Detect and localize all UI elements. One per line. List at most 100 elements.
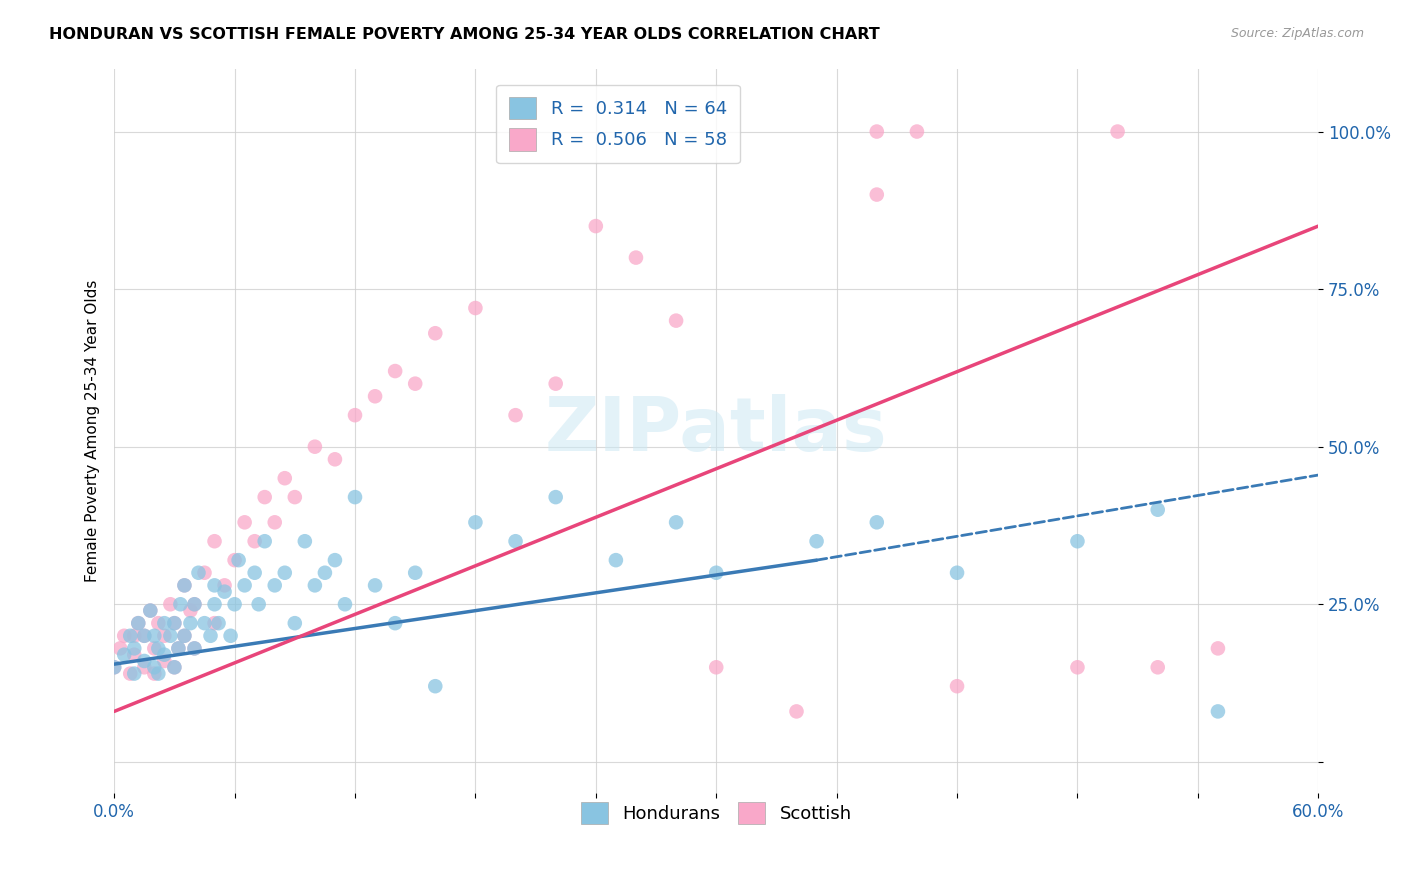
Point [294, 534, 316, 549]
Y-axis label: Female Poverty Among 25-34 Year Olds: Female Poverty Among 25-34 Year Olds [86, 280, 100, 582]
Point [866, 187, 889, 202]
Point [505, 534, 527, 549]
Point [284, 616, 307, 631]
Point [464, 301, 486, 315]
Point [219, 629, 242, 643]
Point [1107, 124, 1129, 138]
Point [624, 251, 647, 265]
Point [122, 666, 145, 681]
Point [163, 616, 186, 631]
Point [173, 629, 195, 643]
Point [425, 326, 447, 341]
Point [122, 641, 145, 656]
Point [179, 616, 201, 631]
Point [134, 629, 156, 643]
Point [243, 534, 266, 549]
Point [314, 566, 336, 580]
Point [134, 654, 156, 668]
Point [187, 566, 209, 580]
Point [274, 566, 297, 580]
Point [153, 616, 176, 631]
Point [1066, 660, 1088, 674]
Point [163, 616, 186, 631]
Point [169, 597, 191, 611]
Point [253, 490, 276, 504]
Point [464, 516, 486, 530]
Point [343, 408, 366, 422]
Point [704, 566, 727, 580]
Point [384, 364, 406, 378]
Point [263, 578, 285, 592]
Point [544, 376, 567, 391]
Point [163, 660, 186, 674]
Point [103, 660, 125, 674]
Point [224, 553, 246, 567]
Point [333, 597, 356, 611]
Point [425, 679, 447, 693]
Point [148, 666, 170, 681]
Point [704, 660, 727, 674]
Point [404, 566, 426, 580]
Point [806, 534, 828, 549]
Point [112, 629, 135, 643]
Text: HONDURAN VS SCOTTISH FEMALE POVERTY AMONG 25-34 YEAR OLDS CORRELATION CHART: HONDURAN VS SCOTTISH FEMALE POVERTY AMON… [49, 27, 880, 42]
Point [946, 679, 969, 693]
Point [127, 616, 149, 631]
Point [139, 603, 162, 617]
Point [167, 641, 190, 656]
Point [544, 490, 567, 504]
Point [143, 629, 166, 643]
Point [253, 534, 276, 549]
Point [122, 648, 145, 662]
Point [163, 660, 186, 674]
Point [112, 648, 135, 662]
Point [866, 124, 889, 138]
Point [153, 654, 176, 668]
Point [905, 124, 928, 138]
Point [159, 597, 181, 611]
Point [134, 629, 156, 643]
Point [1146, 502, 1168, 516]
Point [384, 616, 406, 631]
Point [1146, 660, 1168, 674]
Point [1066, 534, 1088, 549]
Point [1206, 641, 1229, 656]
Point [323, 553, 346, 567]
Point [193, 616, 215, 631]
Point [143, 666, 166, 681]
Point [233, 578, 256, 592]
Point [167, 641, 190, 656]
Point [247, 597, 270, 611]
Point [183, 597, 205, 611]
Point [127, 616, 149, 631]
Point [1206, 705, 1229, 719]
Point [665, 516, 688, 530]
Point [139, 603, 162, 617]
Point [364, 389, 387, 403]
Point [148, 641, 170, 656]
Point [204, 578, 226, 592]
Point [204, 616, 226, 631]
Point [173, 578, 195, 592]
Point [505, 408, 527, 422]
Point [284, 490, 307, 504]
Point [120, 629, 142, 643]
Point [665, 313, 688, 327]
Point [786, 705, 808, 719]
Point [364, 578, 387, 592]
Point [224, 597, 246, 611]
Point [605, 553, 627, 567]
Point [404, 376, 426, 391]
Point [148, 616, 170, 631]
Point [200, 629, 222, 643]
Point [214, 584, 236, 599]
Point [866, 516, 889, 530]
Point [193, 566, 215, 580]
Point [304, 440, 326, 454]
Point [108, 641, 131, 656]
Point [207, 616, 229, 631]
Point [143, 660, 166, 674]
Legend: Hondurans, Scottish: Hondurans, Scottish [569, 791, 863, 835]
Point [120, 666, 142, 681]
Point [183, 597, 205, 611]
